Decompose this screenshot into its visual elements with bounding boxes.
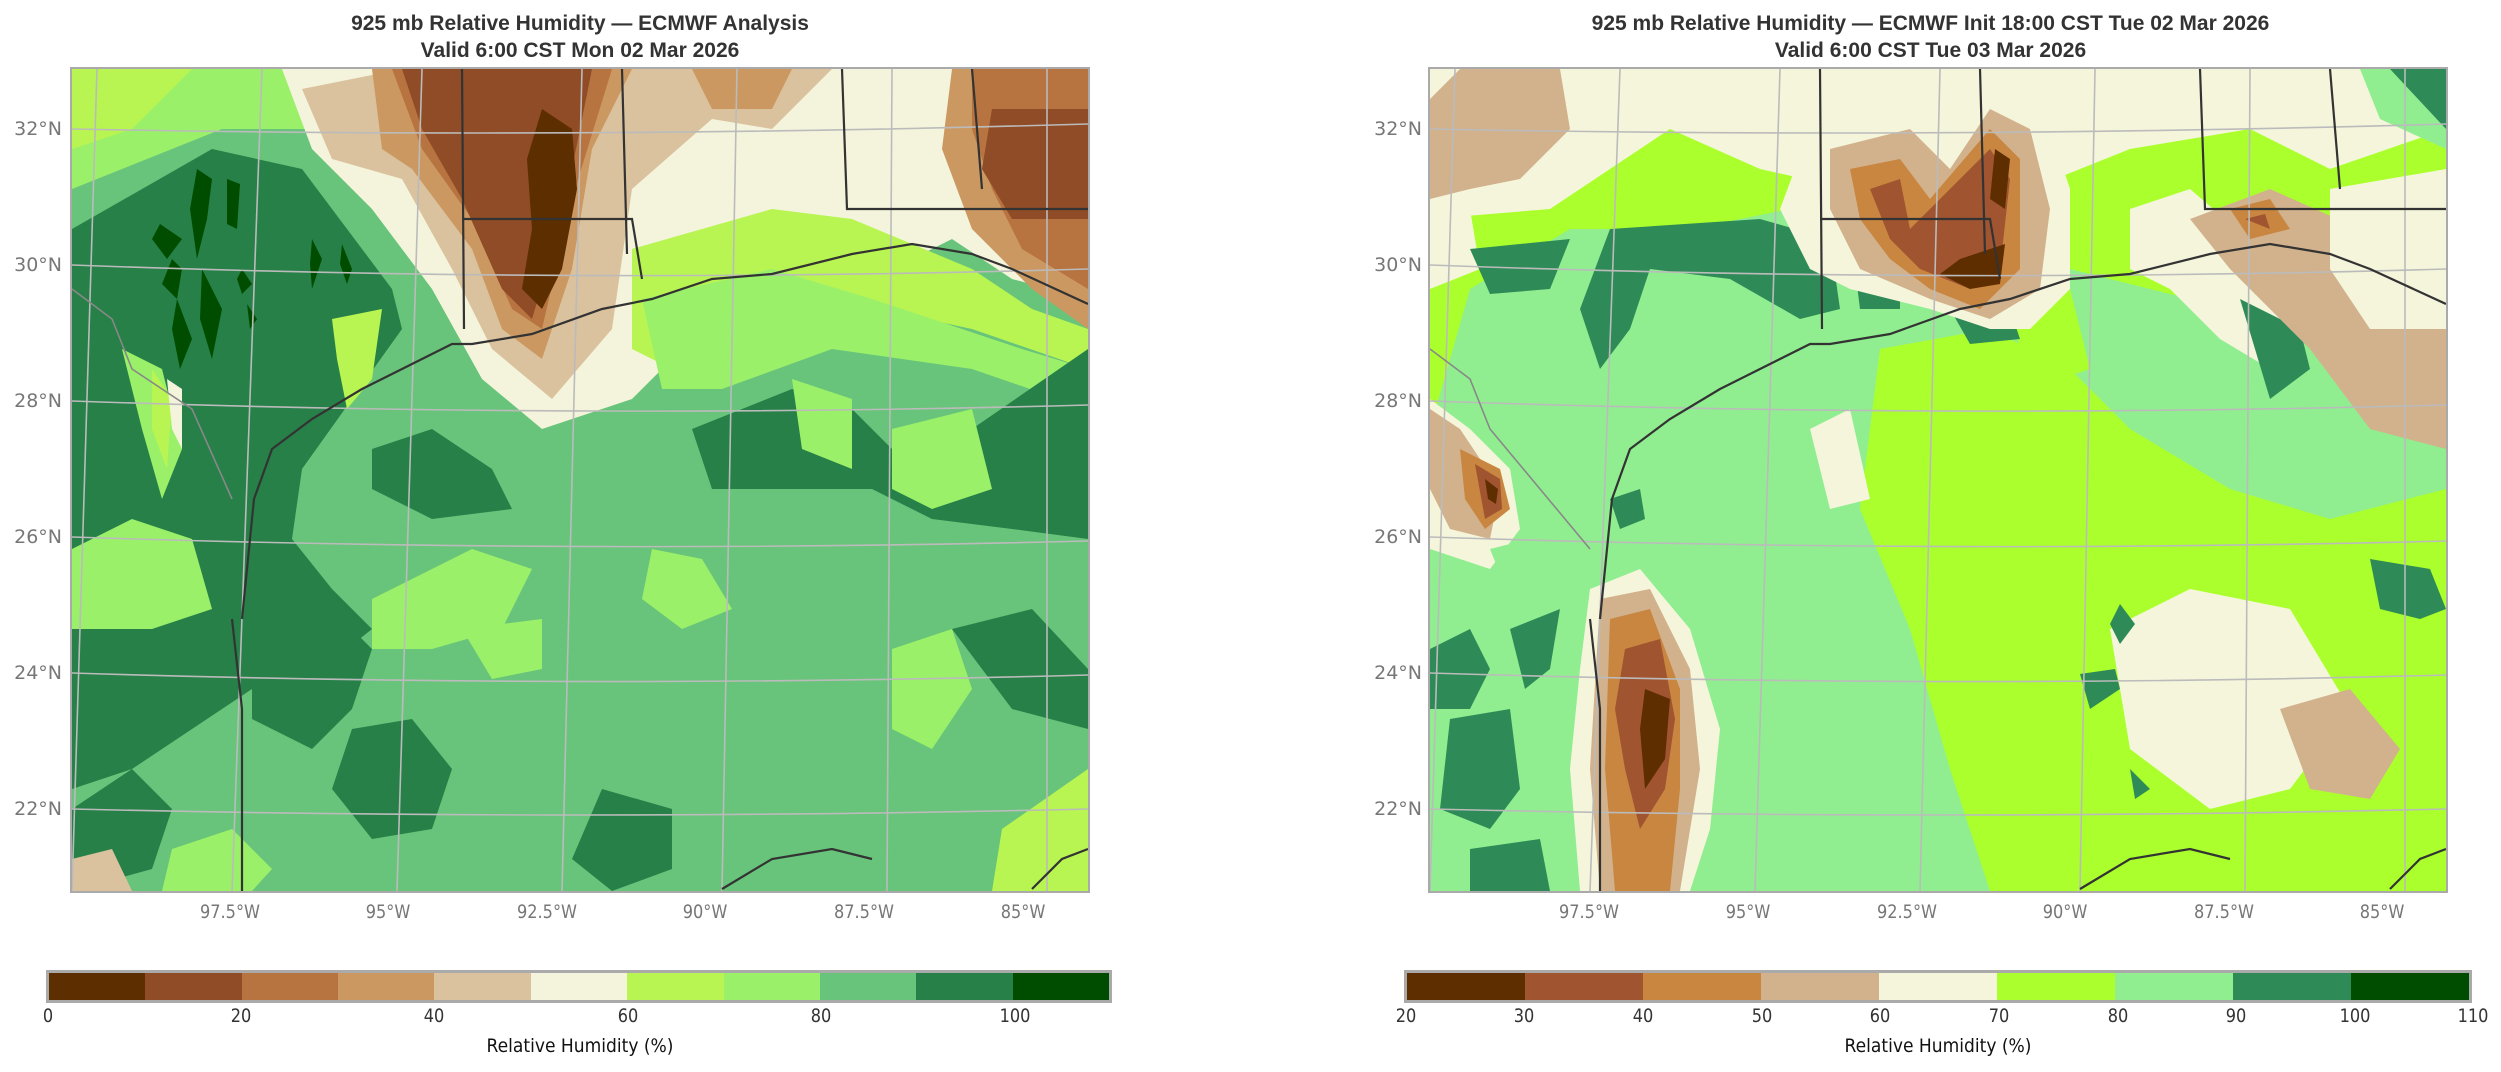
colorbar-bin	[145, 973, 242, 1000]
colorbar-bin	[241, 973, 339, 1000]
colorbar-bin	[916, 973, 1013, 1000]
colorbar-bin	[530, 973, 628, 1000]
colorbar-bin	[2233, 973, 2351, 1000]
panel-analysis: 925 mb Relative Humidity — ECMWF Analysi…	[0, 0, 1112, 1072]
panel-title: 925 mb Relative Humidity — ECMWF Init 18…	[1591, 12, 2270, 62]
colorbar-bin	[1997, 973, 2115, 1000]
colorbar-bin	[2351, 973, 2469, 1000]
colorbar-bin	[627, 973, 724, 1000]
colorbar-bin	[2115, 973, 2233, 1000]
colorbar-bin	[338, 973, 435, 1000]
rh-contour-field	[1430, 69, 2446, 891]
colorbar	[1404, 970, 2472, 1003]
colorbar-bin	[819, 973, 917, 1000]
colorbar-bin	[1525, 973, 1643, 1000]
colorbar-bin	[1643, 973, 1761, 1000]
colorbar-bin	[1012, 973, 1109, 1000]
colorbar	[46, 970, 1112, 1003]
panel-forecast: 925 mb Relative Humidity — ECMWF Init 18…	[1360, 0, 2501, 1072]
colorbar-bin	[723, 973, 820, 1000]
map-plot-area[interactable]	[1428, 67, 2448, 893]
panel-title: 925 mb Relative Humidity — ECMWF Analysi…	[351, 12, 809, 62]
colorbar-label: Relative Humidity (%)	[1844, 1035, 2032, 1057]
colorbar-bin	[1407, 973, 1525, 1000]
colorbar-bin	[434, 973, 531, 1000]
rh-contour-field	[72, 69, 1088, 891]
map-plot-area[interactable]	[70, 67, 1090, 893]
colorbar-bin	[1761, 973, 1879, 1000]
colorbar-bin	[1879, 973, 1997, 1000]
colorbar-label: Relative Humidity (%)	[486, 1035, 674, 1057]
colorbar-bin	[49, 973, 146, 1000]
